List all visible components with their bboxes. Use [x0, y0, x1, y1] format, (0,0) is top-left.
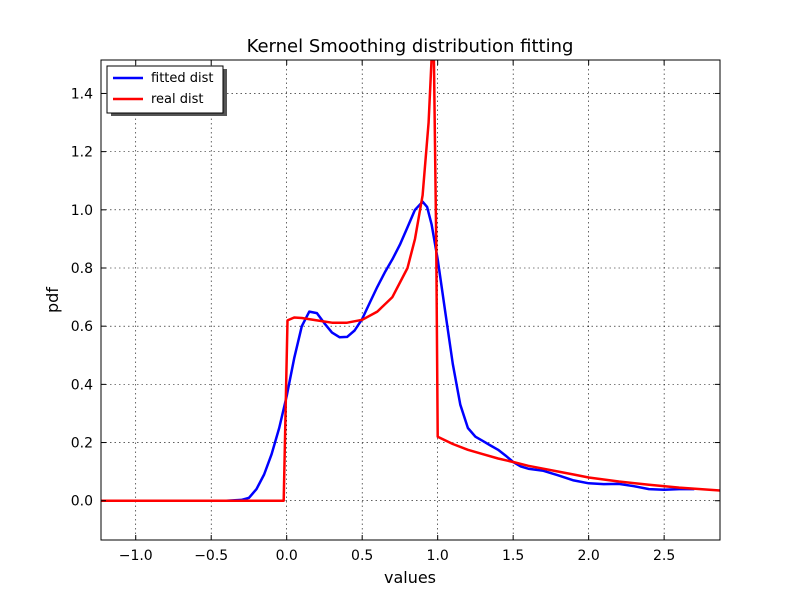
- y-tick-label: 1.4: [71, 86, 93, 102]
- y-tick-label: 0.0: [71, 494, 93, 510]
- series-line-real-dist: [101, 60, 720, 502]
- x-tick-label: 0.5: [351, 548, 373, 564]
- y-tick-label: 1.2: [71, 145, 93, 161]
- x-tick-label: 1.0: [427, 548, 449, 564]
- x-tick-label: 0.0: [276, 548, 298, 564]
- y-tick-label: 0.8: [71, 261, 93, 277]
- legend-label-real-dist: real dist: [151, 92, 204, 107]
- axis-ticks: −1.0 −0.5 0.0 0.5 1.0 1.5 2.0 2.5 0.0 0.2 0.4 0.6 0.…: [71, 60, 720, 564]
- x-axis-label: values: [384, 568, 436, 587]
- legend-box: [106, 65, 224, 114]
- y-tick-label: 0.6: [71, 319, 93, 335]
- legend: fitted dist real dist: [106, 65, 227, 116]
- y-axis-label: pdf: [43, 287, 62, 313]
- x-tick-label: 2.0: [578, 548, 600, 564]
- x-tick-label: 2.5: [653, 548, 675, 564]
- x-tick-label: −0.5: [194, 548, 228, 564]
- x-tick-label: 1.5: [502, 548, 524, 564]
- y-tick-label: 0.4: [71, 377, 93, 393]
- y-tick-label: 0.2: [71, 436, 93, 452]
- plot-area: [101, 60, 720, 540]
- series-lines: [101, 60, 720, 502]
- y-tick-label: 1.0: [71, 203, 93, 219]
- legend-label-fitted-dist: fitted dist: [151, 71, 214, 86]
- chart-title: Kernel Smoothing distribution fitting: [247, 36, 574, 57]
- plot-frame: [100, 59, 721, 541]
- x-tick-label: −1.0: [119, 548, 153, 564]
